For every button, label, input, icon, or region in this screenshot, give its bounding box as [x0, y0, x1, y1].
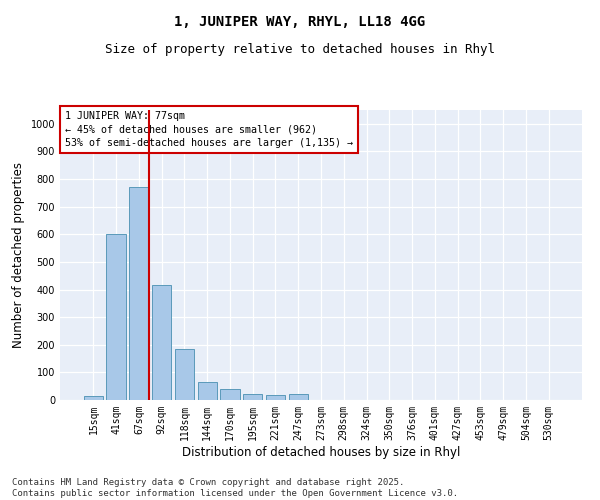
Text: Size of property relative to detached houses in Rhyl: Size of property relative to detached ho… — [105, 42, 495, 56]
Text: 1, JUNIPER WAY, RHYL, LL18 4GG: 1, JUNIPER WAY, RHYL, LL18 4GG — [175, 15, 425, 29]
Text: 1 JUNIPER WAY: 77sqm
← 45% of detached houses are smaller (962)
53% of semi-deta: 1 JUNIPER WAY: 77sqm ← 45% of detached h… — [65, 112, 353, 148]
Bar — [289, 394, 308, 400]
Y-axis label: Number of detached properties: Number of detached properties — [12, 162, 25, 348]
Bar — [129, 188, 149, 400]
Bar — [175, 349, 194, 400]
Bar — [106, 234, 126, 400]
Text: Contains HM Land Registry data © Crown copyright and database right 2025.
Contai: Contains HM Land Registry data © Crown c… — [12, 478, 458, 498]
Bar — [152, 286, 172, 400]
Bar — [243, 394, 262, 400]
Bar — [220, 389, 239, 400]
Bar — [197, 382, 217, 400]
X-axis label: Distribution of detached houses by size in Rhyl: Distribution of detached houses by size … — [182, 446, 460, 458]
Bar — [266, 395, 285, 400]
Bar — [84, 396, 103, 400]
